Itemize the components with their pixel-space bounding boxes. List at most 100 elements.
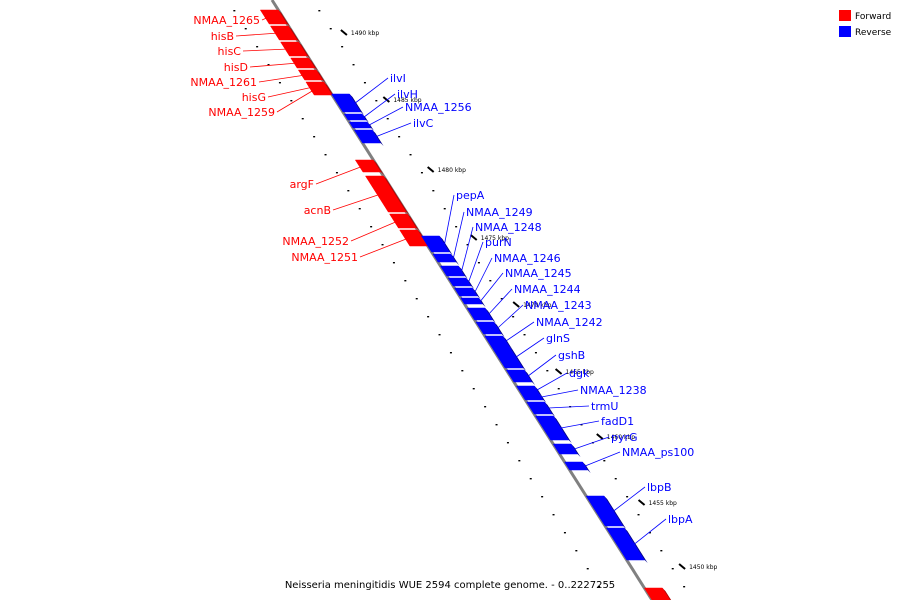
label-connector xyxy=(261,16,269,21)
minor-tick xyxy=(278,82,281,84)
gene-shade xyxy=(466,278,475,289)
gene-fadd1 xyxy=(535,415,570,441)
minor-tick xyxy=(392,262,395,264)
gene-label-nmaa-1249: NMAA_1249 xyxy=(466,206,533,219)
label-connector xyxy=(249,62,298,68)
minor-tick xyxy=(398,136,401,138)
label-connector xyxy=(267,86,314,98)
gene-acnb xyxy=(365,175,407,213)
minor-tick xyxy=(563,532,566,534)
tick-label: 1490 kbp xyxy=(351,30,379,37)
gene-bottom-gene xyxy=(643,587,671,600)
label-connector xyxy=(548,405,590,409)
gene-shade xyxy=(362,114,369,123)
legend-forward-swatch xyxy=(839,10,851,21)
gene-shade xyxy=(478,298,486,307)
minor-tick xyxy=(472,388,475,390)
gene-label-ilvc: ilvC xyxy=(413,117,434,130)
minor-tick xyxy=(461,370,464,372)
label-connector xyxy=(453,211,465,259)
forward-strand: NMAA_1265 hisB hisC hisD NMAA_1261 hisG NMAA_1… xyxy=(190,9,672,600)
gene-shade xyxy=(316,70,326,83)
gene-shade xyxy=(553,416,572,443)
minor-tick xyxy=(598,586,601,588)
minor-tick xyxy=(660,550,663,552)
gene-label-ilvi: ilvI xyxy=(390,72,406,85)
label-connector xyxy=(376,122,412,137)
tick-mark xyxy=(340,29,348,36)
label-connector xyxy=(474,257,493,293)
gene-nmaa-1238 xyxy=(521,393,544,401)
gene-label-nmaa-1242: NMAA_1242 xyxy=(536,316,603,329)
gene-label-nmaa-1245: NMAA_1245 xyxy=(505,267,572,280)
minor-tick xyxy=(341,46,344,48)
label-connector xyxy=(634,518,667,545)
gene-label-nmaa-1246: NMAA_1246 xyxy=(494,252,561,265)
legend-reverse-swatch xyxy=(839,26,851,37)
minor-tick xyxy=(575,550,578,552)
minor-tick xyxy=(500,298,503,300)
minor-tick xyxy=(363,82,366,84)
label-connector xyxy=(350,220,399,242)
gene-shade xyxy=(502,336,513,349)
label-connector xyxy=(527,354,557,377)
minor-tick xyxy=(546,370,549,372)
tick-label: 1465 kbp xyxy=(566,369,594,376)
gene-shade xyxy=(485,308,496,323)
gene-label-nmaa-ps100: NMAA_ps100 xyxy=(622,446,694,459)
gene-shade xyxy=(493,322,505,337)
gene-shade xyxy=(298,42,311,59)
label-connector xyxy=(354,77,389,104)
minor-tick xyxy=(244,28,247,30)
label-connector xyxy=(468,241,484,283)
gene-shade xyxy=(582,462,591,473)
minor-tick xyxy=(443,208,446,210)
gene-label-pepa: pepA xyxy=(456,189,485,202)
gene-label-hisb: hisB xyxy=(211,30,234,43)
label-connector xyxy=(515,337,545,358)
label-connector xyxy=(444,194,455,245)
label-connector xyxy=(242,48,290,52)
label-connector xyxy=(505,321,535,342)
gene-shade xyxy=(624,528,648,563)
gene-shade xyxy=(662,588,672,600)
minor-tick xyxy=(415,298,418,300)
gene-label-trmu: trmU xyxy=(591,400,618,413)
gene-label-nmaa-1243: NMAA_1243 xyxy=(525,299,592,312)
gene-label-gshb: gshB xyxy=(558,349,585,362)
minor-tick xyxy=(489,280,492,282)
label-connector xyxy=(359,237,409,258)
gene-ilvh xyxy=(343,113,367,121)
label-connector xyxy=(332,193,381,211)
minor-tick xyxy=(347,190,350,192)
minor-tick xyxy=(386,118,389,120)
gene-shade xyxy=(509,346,527,371)
gene-lbpb xyxy=(585,495,624,527)
minor-tick xyxy=(318,10,321,12)
label-connector xyxy=(613,486,646,512)
gene-label-ilvh: ilvH xyxy=(397,88,418,101)
gene-shade xyxy=(383,176,410,215)
gene-label-acnb: acnB xyxy=(304,204,331,217)
tick-label: 1460 kbp xyxy=(607,434,635,441)
gene-label-nmaa-1259: NMAA_1259 xyxy=(208,106,275,119)
tick-label: 1480 kbp xyxy=(438,167,466,174)
label-connector xyxy=(536,372,568,391)
label-connector xyxy=(488,288,513,315)
tick-mark xyxy=(678,563,686,570)
label-connector xyxy=(235,32,279,37)
minor-tick xyxy=(358,208,361,210)
gene-shade xyxy=(450,254,459,265)
tick-label: 1455 kbp xyxy=(649,500,677,507)
minor-tick xyxy=(352,64,355,66)
minor-tick xyxy=(683,586,686,588)
gene-label-purn: purN xyxy=(485,236,512,249)
gene-shade xyxy=(407,214,420,231)
tick-mark xyxy=(427,166,435,173)
gene-shade xyxy=(372,130,384,146)
minor-tick xyxy=(518,460,521,462)
minor-tick xyxy=(523,334,526,336)
gene-trmu xyxy=(526,401,553,415)
label-connector xyxy=(276,89,315,113)
label-connector xyxy=(258,74,306,83)
